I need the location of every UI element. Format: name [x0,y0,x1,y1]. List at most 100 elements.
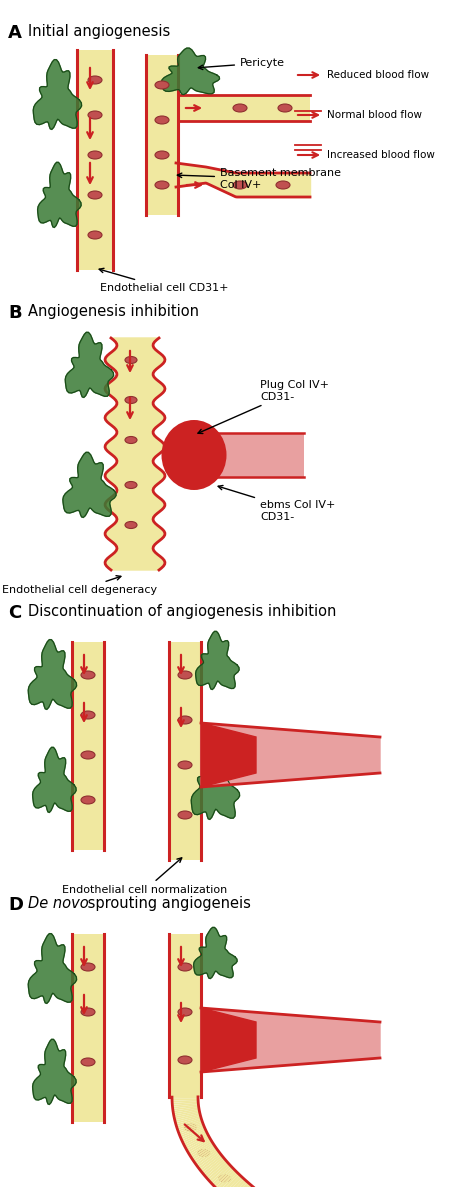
Polygon shape [172,1099,198,1103]
Ellipse shape [81,671,95,679]
Ellipse shape [276,180,290,189]
Polygon shape [201,1155,223,1173]
Polygon shape [194,1147,217,1163]
Polygon shape [200,1154,221,1172]
Polygon shape [183,1132,208,1145]
Polygon shape [209,1163,229,1182]
Text: Endothelial cell normalization: Endothelial cell normalization [63,858,228,895]
Polygon shape [28,640,77,710]
Polygon shape [174,1112,200,1121]
Polygon shape [197,1150,219,1168]
Polygon shape [63,452,116,518]
Ellipse shape [155,180,169,189]
Polygon shape [179,1124,204,1136]
Polygon shape [217,1170,237,1187]
Text: B: B [8,304,22,322]
Ellipse shape [278,104,292,112]
Ellipse shape [155,81,169,89]
Polygon shape [185,1135,209,1149]
Ellipse shape [155,116,169,123]
Ellipse shape [125,521,137,528]
Ellipse shape [155,151,169,159]
Polygon shape [180,1126,205,1137]
Polygon shape [198,1151,220,1169]
Polygon shape [212,1166,233,1186]
Bar [72,642,104,850]
Polygon shape [190,1141,213,1156]
Ellipse shape [198,1149,210,1156]
Ellipse shape [162,420,227,490]
Polygon shape [173,1103,199,1106]
Polygon shape [219,1173,239,1187]
Polygon shape [204,1159,225,1176]
Polygon shape [173,1109,199,1115]
Ellipse shape [88,76,102,84]
Ellipse shape [125,356,137,363]
Bar [204,433,304,477]
Bar [77,50,113,269]
Ellipse shape [125,482,137,489]
Ellipse shape [81,711,95,719]
Ellipse shape [88,231,102,239]
Polygon shape [33,748,76,812]
Text: Plug Col IV+
CD31-: Plug Col IV+ CD31- [198,380,329,433]
Polygon shape [201,1008,380,1072]
Bar [146,55,178,215]
Polygon shape [206,1160,227,1179]
Text: A: A [8,24,22,42]
Polygon shape [176,1117,201,1126]
Ellipse shape [178,761,192,769]
Polygon shape [176,1118,202,1128]
Text: Initial angiogenesis: Initial angiogenesis [28,24,170,39]
Text: C: C [8,604,21,622]
Bar [178,95,310,121]
Text: ebms Col IV+
CD31-: ebms Col IV+ CD31- [218,485,336,521]
Polygon shape [186,1136,210,1151]
Ellipse shape [178,1056,192,1064]
Polygon shape [196,1149,218,1166]
Polygon shape [178,1123,203,1134]
Text: Endothelial cell degeneracy: Endothelial cell degeneracy [2,576,157,595]
Polygon shape [230,1182,249,1187]
Polygon shape [216,1169,236,1187]
Polygon shape [33,1040,76,1104]
Ellipse shape [125,437,137,444]
Ellipse shape [178,811,192,819]
Polygon shape [188,1140,212,1155]
Text: Increased blood flow: Increased blood flow [327,150,435,160]
Polygon shape [178,1122,203,1132]
Ellipse shape [81,1058,95,1066]
Polygon shape [172,1102,198,1105]
Polygon shape [187,1138,211,1153]
Ellipse shape [81,963,95,971]
Polygon shape [202,1156,224,1175]
Polygon shape [201,1008,256,1072]
Text: Discontinuation of angiogenesis inhibition: Discontinuation of angiogenesis inhibiti… [28,604,337,618]
Polygon shape [173,1107,199,1112]
Ellipse shape [81,751,95,758]
Ellipse shape [233,180,247,189]
Polygon shape [201,723,256,787]
Ellipse shape [88,112,102,119]
Ellipse shape [81,1008,95,1016]
Text: D: D [8,896,23,914]
Polygon shape [174,1111,200,1118]
Polygon shape [28,934,77,1003]
Ellipse shape [88,151,102,159]
Polygon shape [172,1098,198,1100]
Polygon shape [181,1128,205,1140]
Polygon shape [173,1105,199,1111]
Text: De novo: De novo [28,896,89,910]
Polygon shape [33,59,82,129]
Text: Angiogenesis inhibition: Angiogenesis inhibition [28,304,199,319]
Polygon shape [201,723,380,787]
Ellipse shape [178,671,192,679]
Polygon shape [227,1179,246,1187]
Ellipse shape [81,796,95,804]
Polygon shape [182,1129,206,1142]
Ellipse shape [178,1008,192,1016]
Text: sprouting angiogeneis: sprouting angiogeneis [83,896,251,910]
Text: Reduced blood flow: Reduced blood flow [327,70,429,80]
Polygon shape [193,1145,216,1162]
Polygon shape [172,1097,198,1099]
